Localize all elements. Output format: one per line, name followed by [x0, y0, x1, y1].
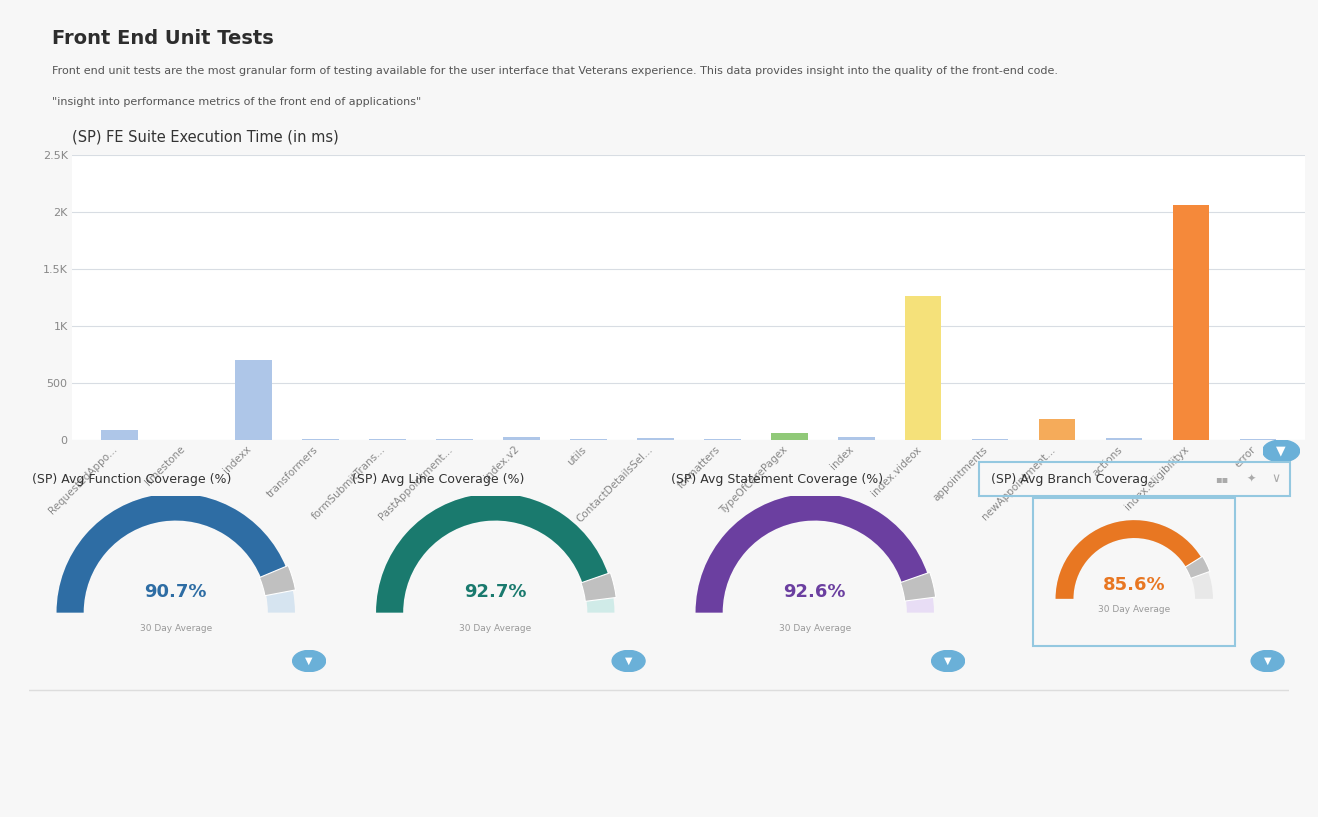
- Circle shape: [293, 650, 326, 672]
- Text: ▼: ▼: [1264, 656, 1272, 666]
- Wedge shape: [57, 493, 295, 613]
- Wedge shape: [1056, 520, 1213, 599]
- Wedge shape: [696, 493, 934, 613]
- Circle shape: [932, 650, 965, 672]
- Circle shape: [1251, 650, 1284, 672]
- Text: 92.6%: 92.6%: [783, 583, 846, 601]
- Bar: [1173, 205, 1210, 440]
- Bar: [235, 360, 272, 440]
- Text: (SP) Avg Statement Coverage (%): (SP) Avg Statement Coverage (%): [671, 472, 883, 485]
- Wedge shape: [1056, 520, 1205, 599]
- Text: "insight into performance metrics of the front end of applications": "insight into performance metrics of the…: [51, 97, 420, 108]
- Text: ▪▪: ▪▪: [1215, 474, 1228, 484]
- Text: ▼: ▼: [625, 656, 633, 666]
- Text: (SP) Avg Function Coverage (%): (SP) Avg Function Coverage (%): [33, 472, 232, 485]
- Text: Front End Unit Tests: Front End Unit Tests: [51, 29, 273, 48]
- Wedge shape: [900, 572, 936, 601]
- Text: (SP) Avg Branch Coverag...: (SP) Avg Branch Coverag...: [991, 472, 1160, 485]
- Bar: [771, 432, 808, 440]
- Bar: [1039, 419, 1075, 440]
- Wedge shape: [696, 493, 931, 613]
- Text: ∨: ∨: [1272, 472, 1280, 485]
- Circle shape: [1263, 440, 1300, 462]
- Text: 30 Day Average: 30 Day Average: [140, 624, 212, 633]
- Wedge shape: [376, 493, 614, 613]
- Text: 30 Day Average: 30 Day Average: [459, 624, 531, 633]
- Text: ✦: ✦: [1247, 474, 1256, 484]
- Text: 92.7%: 92.7%: [464, 583, 526, 601]
- Text: Front end unit tests are the most granular form of testing available for the use: Front end unit tests are the most granul…: [51, 66, 1057, 76]
- Circle shape: [612, 650, 645, 672]
- Wedge shape: [260, 565, 295, 596]
- Bar: [838, 436, 875, 440]
- Text: 30 Day Average: 30 Day Average: [1098, 605, 1170, 614]
- Wedge shape: [1185, 556, 1210, 578]
- Bar: [502, 436, 539, 440]
- Bar: [904, 297, 941, 440]
- Bar: [101, 430, 138, 440]
- Text: ▼: ▼: [306, 656, 312, 666]
- Text: 30 Day Average: 30 Day Average: [779, 624, 851, 633]
- Text: 90.7%: 90.7%: [145, 583, 207, 601]
- Bar: [1106, 438, 1143, 440]
- Wedge shape: [581, 573, 617, 601]
- Wedge shape: [57, 493, 290, 613]
- Wedge shape: [376, 493, 612, 613]
- Text: (SP) FE Suite Execution Time (in ms): (SP) FE Suite Execution Time (in ms): [72, 129, 339, 144]
- Bar: [637, 438, 673, 440]
- Text: 85.6%: 85.6%: [1103, 577, 1165, 595]
- Text: ▼: ▼: [1276, 444, 1286, 458]
- Text: (SP) Avg Line Coverage (%): (SP) Avg Line Coverage (%): [352, 472, 525, 485]
- Text: ▼: ▼: [944, 656, 952, 666]
